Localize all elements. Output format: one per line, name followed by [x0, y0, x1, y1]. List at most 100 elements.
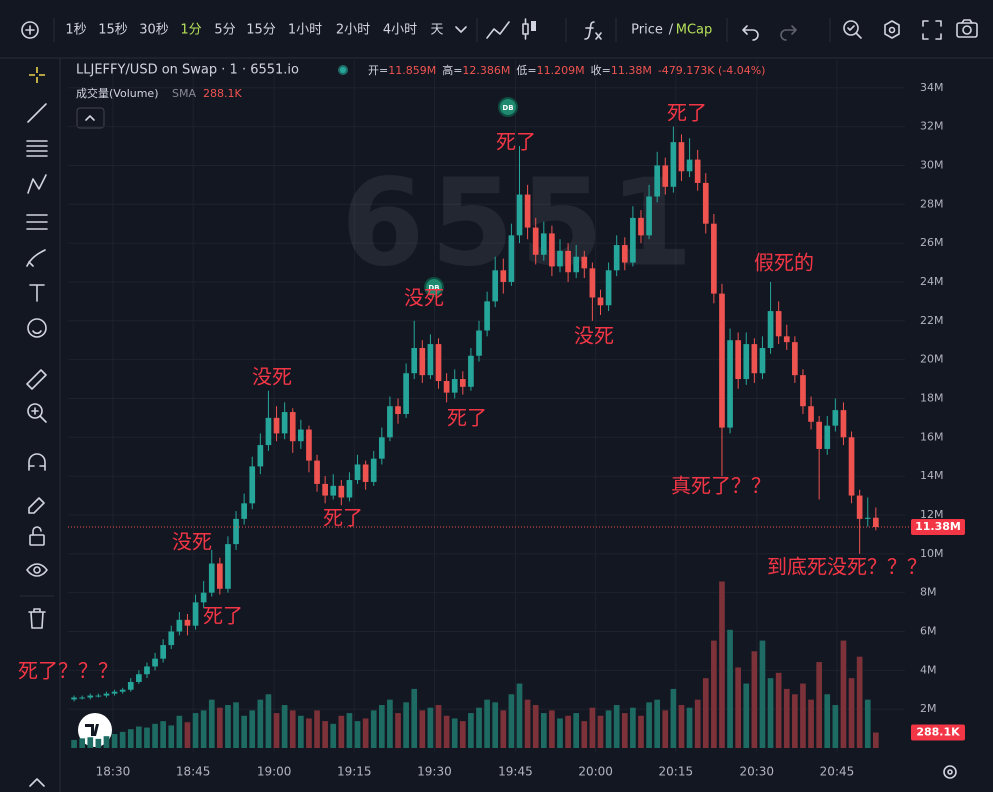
lock-tool[interactable]	[29, 526, 45, 546]
ohlc-value: 11.209M	[537, 64, 585, 77]
candle-body	[751, 344, 758, 374]
volume-bar	[103, 736, 110, 748]
fullscreen[interactable]	[922, 20, 942, 40]
delete-tool[interactable]	[28, 608, 46, 629]
candle-body	[127, 681, 134, 690]
volume-bar	[808, 699, 814, 748]
candle-body	[136, 674, 142, 682]
emoji-tool[interactable]	[27, 318, 47, 338]
magnet-tool[interactable]	[28, 453, 46, 471]
volume-bar	[484, 699, 490, 748]
volume-bar	[597, 715, 604, 748]
price-toggle[interactable]: /	[669, 23, 674, 38]
prediction-tool[interactable]	[26, 214, 48, 230]
last-price-label: 11.38M	[915, 520, 961, 533]
redo[interactable]	[780, 25, 797, 41]
volume-bar	[370, 710, 377, 748]
candle-body	[338, 485, 345, 498]
volume-bar	[589, 707, 596, 748]
axis-settings[interactable]	[943, 765, 957, 779]
status-dot	[340, 67, 346, 73]
collapse-sidebar[interactable]	[29, 778, 45, 787]
y-tick-label: 12M	[920, 508, 944, 521]
crosshair-tool[interactable]	[29, 67, 45, 83]
y-tick-label: 16M	[920, 430, 944, 443]
volume-bar	[443, 715, 450, 748]
brush-tool[interactable]	[26, 249, 46, 267]
candle-body	[824, 425, 831, 449]
text-tool[interactable]	[29, 284, 45, 302]
interval-button[interactable]: 天	[430, 23, 443, 38]
volume-bar	[71, 739, 77, 748]
candle-body	[289, 412, 296, 442]
ruler-tool[interactable]	[26, 369, 47, 390]
badge	[424, 277, 444, 297]
candle-body	[605, 270, 612, 306]
annotation: 假死的	[754, 251, 814, 275]
interval-button[interactable]: 15分	[246, 23, 276, 38]
y-tick-label: 22M	[920, 314, 944, 327]
interval-button[interactable]: 1秒	[65, 23, 86, 38]
volume-indicator: SMA	[172, 87, 196, 100]
volume-bar	[241, 715, 247, 748]
volume-bar	[605, 710, 612, 748]
volume-bar	[354, 721, 361, 748]
settings[interactable]	[884, 20, 900, 39]
annotation: 死了	[323, 506, 363, 530]
candle-body	[565, 250, 571, 273]
indicators[interactable]	[584, 21, 602, 40]
candle-body	[532, 227, 539, 255]
fib-tool[interactable]	[26, 140, 48, 157]
undo[interactable]	[742, 25, 759, 41]
y-tick-label: 26M	[920, 236, 944, 249]
candle-body	[233, 518, 239, 545]
volume-bar	[338, 715, 345, 748]
interval-button[interactable]: 4小时	[383, 23, 417, 38]
annotation: 没死	[404, 286, 444, 310]
screenshot[interactable]	[956, 19, 978, 38]
volume-bar	[816, 662, 822, 748]
interval-button[interactable]: 1分	[180, 23, 201, 38]
line-style[interactable]	[486, 21, 510, 39]
candle-body	[557, 250, 563, 267]
price-toggle[interactable]: Price	[631, 23, 663, 38]
volume-bar	[176, 715, 183, 748]
interval-button[interactable]: 5分	[214, 23, 235, 38]
candle-body	[443, 380, 450, 393]
price-toggle[interactable]: MCap	[676, 23, 713, 38]
volume-bar	[516, 683, 523, 748]
volume-bar	[330, 723, 337, 748]
candle-body	[711, 223, 717, 294]
y-tick-label: 30M	[920, 158, 944, 171]
lock-drawing-tool[interactable]	[28, 497, 45, 514]
visibility-tool[interactable]	[26, 563, 48, 577]
badge-label: DB	[502, 104, 513, 112]
y-tick-label: 18M	[920, 391, 944, 404]
volume-bar	[468, 713, 474, 748]
pattern-tool[interactable]	[27, 174, 47, 194]
candle-body	[395, 406, 401, 414]
candle-style[interactable]	[522, 18, 536, 40]
candle-body	[613, 245, 620, 271]
zoom-tool[interactable]	[27, 403, 47, 423]
volume-bar	[387, 699, 393, 748]
interval-button[interactable]: 1小时	[288, 23, 322, 38]
candle-body	[427, 344, 434, 376]
collapse-legend[interactable]	[76, 107, 105, 129]
y-tick-label: 14M	[920, 469, 944, 482]
add-symbol[interactable]	[21, 21, 39, 39]
candle-body	[856, 495, 863, 519]
volume-value: 288.1K	[203, 87, 242, 100]
interval-button[interactable]: 15秒	[98, 23, 128, 38]
trend-line-tool[interactable]	[27, 103, 47, 123]
candle-body	[370, 458, 377, 482]
alert[interactable]	[843, 20, 862, 39]
volume-bar	[411, 688, 418, 748]
interval-dropdown[interactable]	[455, 26, 467, 33]
interval-button[interactable]: 30秒	[139, 23, 169, 38]
volume-bar	[217, 707, 223, 748]
interval-button[interactable]: 2小时	[336, 23, 370, 38]
volume-bar	[119, 731, 126, 748]
volume-bar	[792, 694, 798, 748]
volume-bar	[273, 713, 280, 748]
